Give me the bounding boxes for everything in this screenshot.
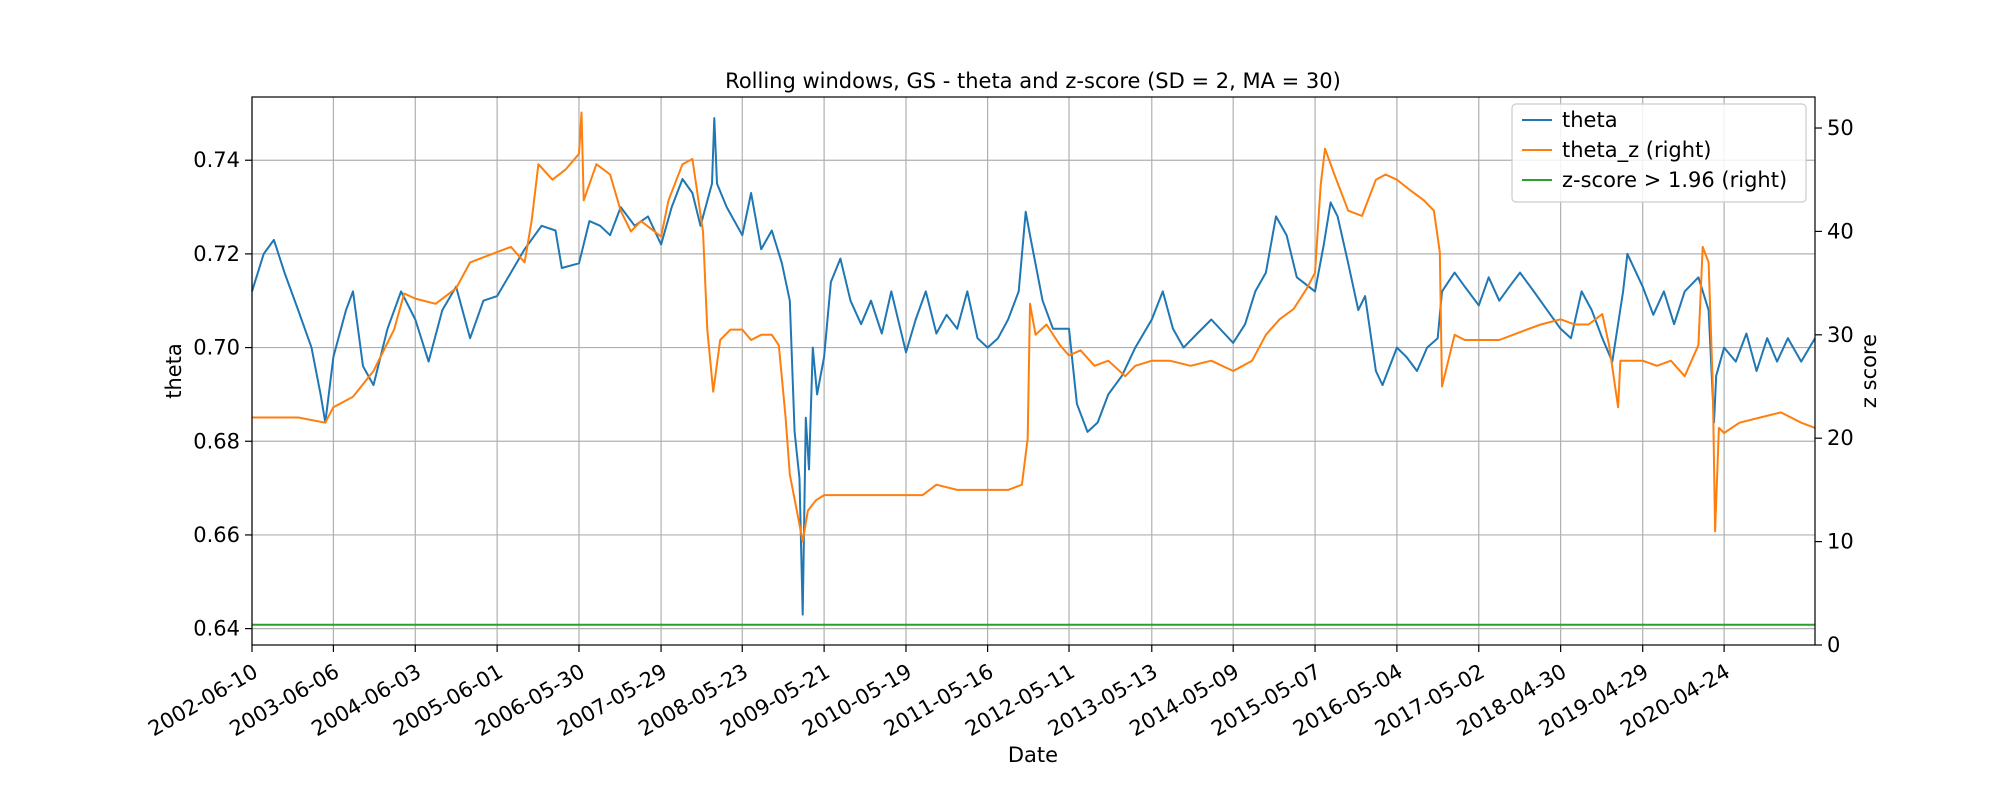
legend-box	[1511, 103, 1807, 203]
y-axis-left-label: theta	[162, 343, 186, 399]
y-right-tick-label: 20	[1827, 426, 1854, 450]
y-left-tick-label: 0.68	[193, 429, 240, 453]
chart-title: Rolling windows, GS - theta and z-score …	[725, 69, 1341, 93]
legend-label-threshold: z-score > 1.96 (right)	[1562, 168, 1787, 192]
y-axis-right-label: z score	[1857, 334, 1881, 408]
legend-label-theta: theta	[1562, 108, 1618, 132]
y-right-tick-label: 50	[1827, 116, 1854, 140]
y-left-tick-label: 0.74	[193, 148, 240, 172]
series-line-theta-z	[252, 111, 1816, 543]
y-right-tick-label: 0	[1827, 633, 1840, 657]
y-right-tick-label: 10	[1827, 530, 1854, 554]
y-left-tick-label: 0.64	[193, 617, 240, 641]
legend-label-theta-z: theta_z (right)	[1562, 138, 1712, 163]
y-left-tick-label: 0.70	[193, 336, 240, 360]
axes: 2002-06-102003-06-062004-06-032005-06-01…	[144, 116, 1854, 741]
x-axis-label: Date	[1008, 743, 1058, 767]
y-right-tick-label: 30	[1827, 323, 1854, 347]
plot-frame	[251, 96, 1816, 646]
y-left-tick-label: 0.66	[193, 523, 240, 547]
series-line-theta	[251, 117, 1816, 616]
legend: theta theta_z (right) z-score > 1.96 (ri…	[1511, 103, 1807, 203]
y-right-tick-label: 40	[1827, 219, 1854, 243]
plot-area	[251, 111, 1816, 626]
y-left-tick-label: 0.72	[193, 242, 240, 266]
